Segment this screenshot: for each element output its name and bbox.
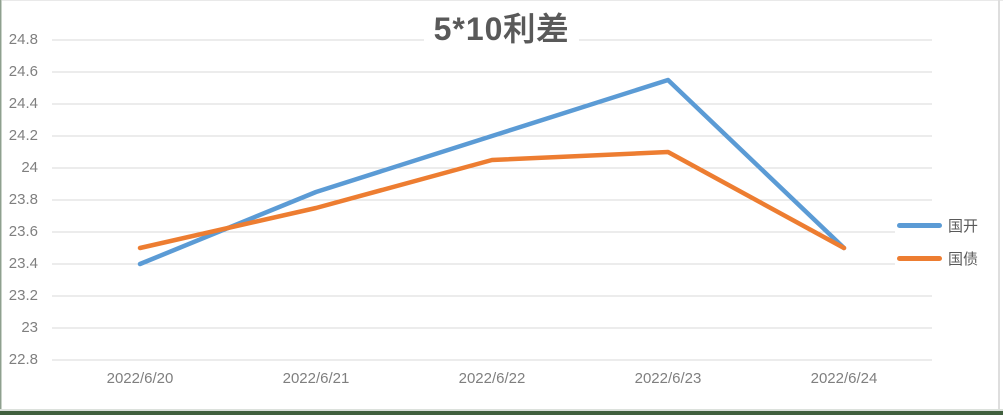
series-line-0 xyxy=(137,77,847,267)
legend-label: 国债 xyxy=(948,251,979,268)
y-axis-tick-label: 24.8 xyxy=(8,31,38,48)
legend-item: 国开 xyxy=(895,209,979,242)
x-axis-tick-label: 2022/6/21 xyxy=(282,370,350,387)
y-axis-tick-label: 23.8 xyxy=(8,191,38,208)
y-axis-tick-label: 24.6 xyxy=(8,63,38,80)
y-axis-tick-label: 23 xyxy=(21,319,38,336)
legend: 国开 国债 xyxy=(895,209,979,275)
legend-line-swatch xyxy=(897,223,942,228)
x-axis-tick-label: 2022/6/24 xyxy=(810,370,878,387)
frame-left-border-highlight xyxy=(1,0,2,415)
y-axis-tick-label: 24.2 xyxy=(8,127,38,144)
frame-right-border xyxy=(998,0,1000,415)
y-axis-tick-label: 24 xyxy=(21,159,38,176)
y-axis-tick-label: 23.4 xyxy=(8,255,38,272)
y-axis-tick-label: 24.4 xyxy=(8,95,38,112)
frame-top-border xyxy=(0,0,1003,1)
x-axis-tick-label: 2022/6/22 xyxy=(458,370,526,387)
frame-bottom-border-highlight xyxy=(0,409,1003,411)
frame-bottom-border xyxy=(0,411,1003,415)
y-axis-tick-label: 23.6 xyxy=(8,223,38,240)
series-line-1 xyxy=(137,149,847,251)
y-axis-tick-label: 22.8 xyxy=(8,351,38,368)
x-axis-tick-label: 2022/6/20 xyxy=(106,370,174,387)
frame-left-border xyxy=(0,0,1,415)
legend-item: 国债 xyxy=(895,242,979,275)
x-axis-tick-label: 2022/6/23 xyxy=(634,370,702,387)
y-axis-tick-label: 23.2 xyxy=(8,287,38,304)
legend-label: 国开 xyxy=(948,218,979,235)
legend-line-swatch xyxy=(897,256,942,261)
